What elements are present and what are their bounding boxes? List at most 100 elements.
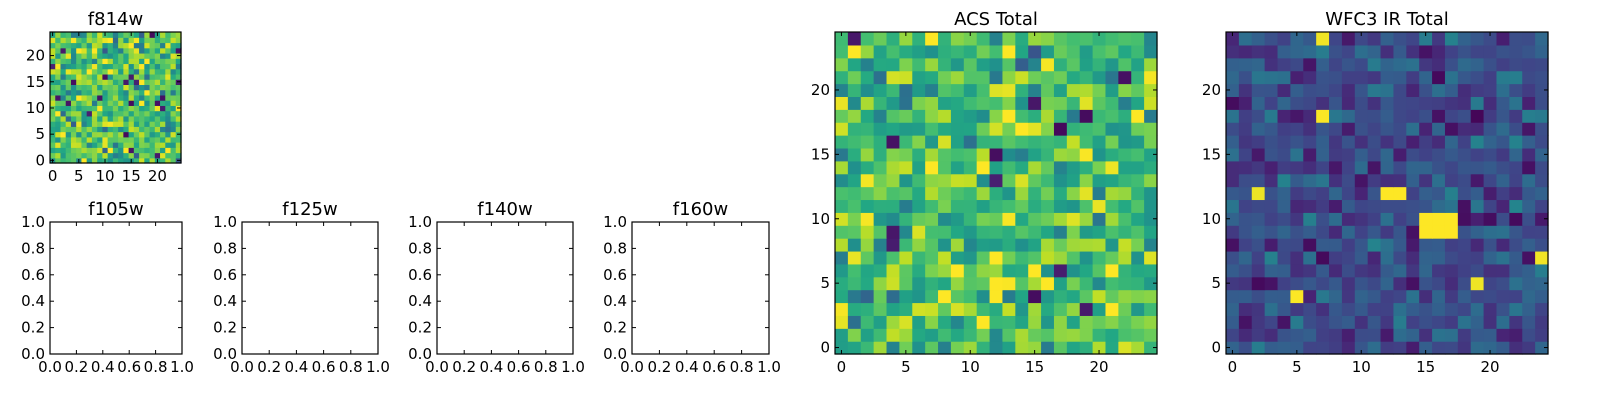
heatmap-cell — [165, 142, 172, 148]
heatmap-cell — [55, 84, 62, 91]
heatmap-cell — [938, 122, 952, 136]
heatmap-cell — [81, 63, 88, 70]
heatmap-cell — [1028, 173, 1042, 188]
heatmap-cell — [950, 238, 965, 252]
heatmap-cell — [1509, 160, 1523, 175]
heatmap-cell — [925, 315, 939, 329]
heatmap-cell — [860, 199, 875, 213]
heatmap-cell — [989, 328, 1004, 342]
heatmap-cell — [1419, 186, 1433, 201]
x-tick-label: 0 — [837, 358, 847, 376]
heatmap-cell — [1066, 289, 1081, 304]
heatmap-cell — [1066, 83, 1081, 97]
axes-frame — [834, 31, 1158, 355]
y-tick-label: 15 — [26, 73, 45, 91]
heatmap-cell — [938, 147, 952, 162]
heatmap-cell — [1290, 160, 1304, 175]
heatmap-cell — [1406, 70, 1420, 85]
heatmap-cell — [70, 63, 77, 70]
heatmap-cell — [76, 37, 83, 44]
heatmap-cell — [65, 131, 72, 138]
heatmap-cell — [118, 152, 124, 159]
heatmap-cell — [1393, 109, 1407, 123]
heatmap-cell — [123, 37, 130, 44]
heatmap-cell — [170, 121, 177, 127]
heatmap-cell — [1226, 70, 1240, 85]
heatmap-cell — [149, 52, 156, 59]
heatmap-cell — [976, 212, 991, 226]
heatmap-cell — [97, 84, 103, 91]
heatmap-cell — [1367, 44, 1382, 59]
heatmap-cell — [1290, 212, 1304, 226]
heatmap-cell — [1028, 122, 1042, 136]
heatmap-cell — [1341, 225, 1356, 239]
heatmap-cell — [118, 58, 124, 65]
heatmap-cell — [873, 83, 888, 97]
heatmap-cell — [1509, 238, 1523, 252]
heatmap-cell — [102, 52, 109, 59]
heatmap-cell — [76, 152, 83, 159]
heatmap-cell — [1496, 328, 1510, 342]
heatmap-cell — [1079, 328, 1094, 342]
heatmap-cell — [91, 157, 98, 164]
heatmap-cell — [1092, 225, 1107, 239]
heatmap-cell — [1028, 225, 1042, 239]
heatmap-cell — [1432, 147, 1446, 162]
heatmap-cell — [1367, 147, 1382, 162]
heatmap-cell — [1290, 328, 1304, 342]
heatmap-cell — [847, 263, 862, 278]
heatmap-cell — [860, 263, 875, 278]
heatmap-cell — [170, 79, 177, 85]
heatmap-cell — [91, 37, 98, 44]
heatmap-cell — [60, 73, 67, 80]
heatmap-cell — [112, 121, 119, 127]
heatmap-cell — [112, 42, 119, 49]
heatmap-cell — [107, 42, 114, 49]
heatmap-cell — [128, 52, 135, 59]
heatmap-cell — [1483, 147, 1498, 162]
heatmap-cell — [76, 115, 83, 122]
heatmap-cell — [989, 96, 1004, 110]
heatmap-cell — [1041, 122, 1055, 136]
heatmap-cell — [1144, 135, 1158, 149]
heatmap-cell — [1238, 302, 1253, 316]
heatmap-cell — [81, 121, 88, 127]
heatmap-cell — [1277, 276, 1291, 291]
heatmap-cell — [963, 109, 978, 123]
heatmap-cell — [107, 89, 114, 96]
heatmap-cell — [86, 68, 93, 75]
heatmap-cell — [899, 160, 913, 175]
heatmap-cell — [1144, 32, 1158, 46]
heatmap-cell — [1251, 328, 1266, 342]
heatmap-cell — [873, 186, 888, 201]
heatmap-cell — [963, 173, 978, 188]
heatmap-cell — [1226, 289, 1240, 304]
heatmap-cell — [160, 52, 166, 59]
heatmap-cell — [912, 199, 926, 213]
heatmap-cell — [1002, 199, 1016, 213]
heatmap-cell — [835, 109, 849, 123]
heatmap-cell — [886, 96, 900, 110]
heatmap-cell — [1251, 57, 1266, 72]
heatmap-cell — [835, 302, 849, 316]
heatmap-cell — [50, 89, 56, 96]
heatmap-cell — [60, 84, 67, 91]
heatmap-cell — [1535, 238, 1549, 252]
heatmap-cell — [86, 142, 93, 148]
heatmap-cell — [1131, 212, 1145, 226]
heatmap-cell — [70, 73, 77, 80]
heatmap-cell — [70, 147, 77, 154]
heatmap-cell — [1432, 70, 1446, 85]
heatmap-cell — [1354, 83, 1369, 97]
heatmap-cell — [1509, 289, 1523, 304]
heatmap-cell — [1041, 199, 1055, 213]
heatmap-cell — [1496, 276, 1510, 291]
heatmap-cell — [899, 109, 913, 123]
heatmap-cell — [1290, 135, 1304, 149]
heatmap-cell — [1002, 160, 1016, 175]
heatmap-cell — [873, 57, 888, 72]
heatmap-cell — [175, 68, 182, 75]
heatmap-cell — [1041, 238, 1055, 252]
heatmap-cell — [1118, 263, 1132, 278]
heatmap-cell — [170, 131, 177, 138]
